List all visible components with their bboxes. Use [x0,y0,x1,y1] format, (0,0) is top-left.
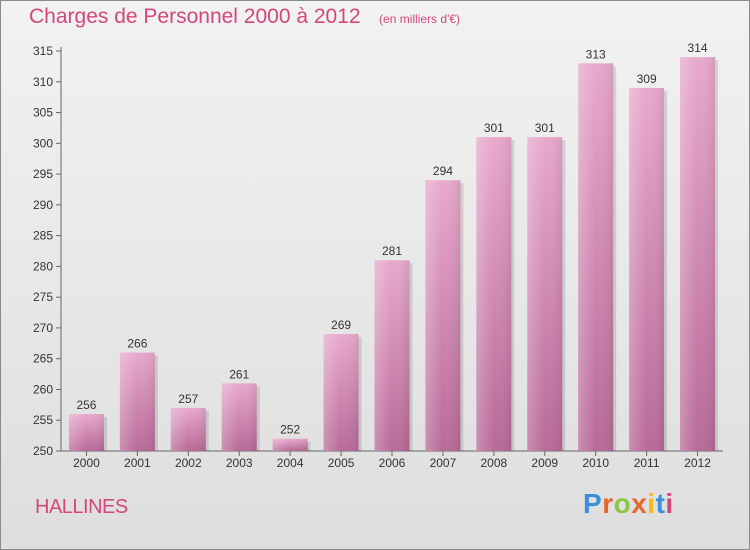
commune-name: HALLINES [35,496,128,518]
x-tick-label: 2000 [73,456,100,470]
chart-title: Charges de Personnel 2000 à 2012 [29,5,361,28]
bar-highlight [374,260,410,451]
bar-highlight [527,137,563,451]
value-label: 314 [688,41,708,55]
value-label: 256 [76,398,96,412]
logo-letter: t [655,488,666,519]
value-label: 269 [331,318,351,332]
bar-highlight [476,137,512,451]
x-tick-label: 2011 [634,456,660,470]
y-tick-label: 315 [33,44,53,58]
bar-highlight [119,352,155,451]
x-tick-label: 2012 [684,456,711,470]
logo-letter: i [665,488,674,519]
value-label: 252 [280,423,300,437]
y-tick-label: 250 [33,444,53,458]
logo-letter: P [583,488,603,519]
x-tick-label: 2008 [480,456,507,470]
chart-subtitle: (en milliers d'€) [379,12,461,26]
y-tick-label: 305 [33,106,53,120]
x-tick-label: 2003 [226,456,253,470]
y-tick-label: 285 [33,229,53,243]
x-tick-label: 2001 [124,456,151,470]
bars [68,57,719,452]
x-tick-label: 2002 [175,456,202,470]
bar-highlight [680,57,716,452]
y-tick-label: 300 [33,136,53,150]
y-tick-label: 270 [33,321,53,335]
y-tick-label: 295 [33,167,53,181]
y-tick-label: 310 [33,75,53,89]
bar-highlight [578,63,614,452]
logo-letter: x [631,488,648,519]
y-tick-label: 280 [33,259,53,273]
x-tick-label: 2010 [582,456,609,470]
x-tick-label: 2005 [328,456,355,470]
value-label: 313 [586,47,606,61]
y-tick-label: 260 [33,382,53,396]
logo-letter: r [602,488,614,519]
logo-letter: i [647,488,656,519]
bar-highlight [68,414,104,451]
y-tick-label: 275 [33,290,53,304]
logo-letter: o [613,488,632,519]
bar-highlight [272,438,308,451]
bar-highlight [170,407,206,451]
y-tick-label: 265 [33,352,53,366]
y-tick-label: 255 [33,413,53,427]
proxiti-logo[interactable]: Proxiti [583,488,674,520]
labels: 256 2000 266 2001 257 2002 261 2003 252 2004 269 20… [73,41,711,470]
x-tick-label: 2009 [531,456,558,470]
value-label: 294 [433,164,453,178]
x-tick-label: 2006 [379,456,406,470]
x-tick-label: 2007 [430,456,457,470]
bar-highlight [323,334,359,451]
bar-highlight [425,180,461,451]
value-label: 301 [535,121,555,135]
value-label: 281 [382,244,402,258]
value-label: 261 [229,367,249,381]
value-label: 257 [178,392,198,406]
value-label: 266 [127,337,147,351]
title-row: Charges de Personnel 2000 à 2012 (en mil… [29,5,460,29]
y-tick-label: 290 [33,198,53,212]
x-tick-label: 2004 [277,456,304,470]
bar-highlight [629,87,665,451]
value-label: 301 [484,121,504,135]
bar-highlight [221,383,257,451]
value-label: 309 [637,72,657,86]
